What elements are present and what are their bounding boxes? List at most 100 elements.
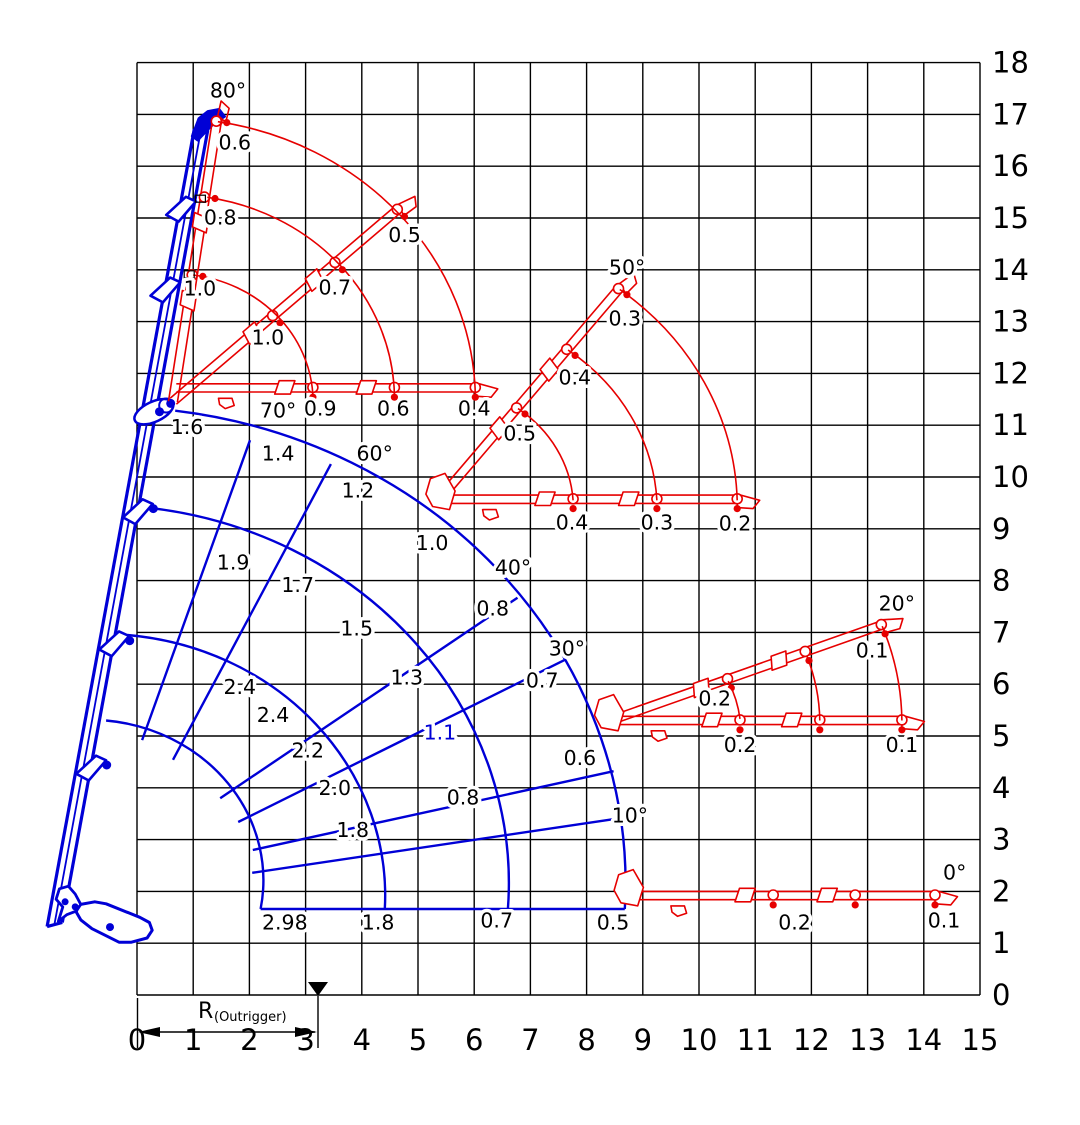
pivot-dot bbox=[155, 407, 164, 417]
jib-chord bbox=[169, 205, 396, 399]
crane-side-view bbox=[45, 107, 226, 944]
jib-chord bbox=[439, 290, 624, 506]
jib-section-flag bbox=[179, 289, 197, 312]
jib-at-horizontal-50group bbox=[425, 472, 761, 521]
outrigger-radius-label: R bbox=[198, 999, 213, 1024]
boom-chord-line bbox=[45, 128, 196, 927]
boom-angle-label: 60° bbox=[357, 442, 393, 466]
jib-section-flag bbox=[770, 650, 788, 672]
x-axis-tick-label: 15 bbox=[962, 1023, 999, 1057]
boom-section-bracket bbox=[121, 498, 154, 526]
x-axis-tick-label: 11 bbox=[737, 1023, 774, 1057]
y-axis-tick-label: 6 bbox=[992, 667, 1010, 701]
pivot-ring bbox=[158, 397, 175, 414]
boom-section-bracket bbox=[164, 195, 198, 223]
axis-labels: 0123456789101112131415012345678910111213… bbox=[128, 46, 1029, 1057]
jib-capacity-label: 0.3 bbox=[608, 306, 641, 330]
capacity-label: 2.2 bbox=[291, 738, 324, 762]
jib-capacity-label: 0.4 bbox=[556, 510, 589, 534]
jib-foot-hook bbox=[481, 508, 500, 521]
capacity-label: 1.2 bbox=[342, 478, 375, 502]
y-axis-tick-label: 14 bbox=[992, 253, 1029, 287]
foot-pivot-dot bbox=[61, 898, 69, 906]
x-axis-tick-label: 5 bbox=[409, 1023, 427, 1057]
jib-tip-path-arc bbox=[193, 274, 314, 396]
value-labels: 1.6 1.4 1.2 1.0 0.8 0.7 0.6 0.5 1.9 1.7 1.5 1.3 1.1 0… bbox=[167, 75, 970, 938]
jib-capacity-label: 0.1 bbox=[856, 638, 889, 662]
jib-section-flag bbox=[355, 379, 378, 395]
capacity-label: 1.6 bbox=[171, 415, 204, 439]
capacity-label: 2.0 bbox=[318, 776, 351, 800]
boom-section-dot bbox=[148, 504, 158, 514]
y-axis-tick-label: 18 bbox=[992, 46, 1029, 80]
jib-tip-sheave bbox=[849, 889, 862, 901]
x-axis-tick-label: 1 bbox=[184, 1023, 202, 1057]
jib-section-flag bbox=[273, 379, 296, 395]
jib-capacity-label: 0.2 bbox=[778, 910, 811, 934]
jib-hook-dot bbox=[309, 393, 317, 401]
boom-angle-label: 10° bbox=[612, 804, 648, 828]
capacity-label: 1.9 bbox=[217, 550, 250, 574]
boom-foot-cap bbox=[46, 920, 63, 929]
jib-at-horizontal-20group bbox=[593, 693, 926, 743]
capacity-label: 1.8 bbox=[336, 818, 369, 842]
boom-angle-label: 70° bbox=[260, 399, 296, 423]
jib-capacity-label: 0.3 bbox=[641, 510, 674, 534]
y-axis-tick-label: 7 bbox=[992, 615, 1010, 649]
capacity-label: 0.7 bbox=[480, 908, 513, 932]
capacity-label: 1.1 bbox=[424, 720, 457, 744]
boom-angle-radial-line-60 bbox=[171, 463, 332, 761]
envelope-stage3-arc bbox=[150, 506, 511, 910]
y-axis-tick-label: 2 bbox=[992, 874, 1010, 908]
jib-hook-dot bbox=[816, 726, 824, 734]
x-axis-tick-label: 8 bbox=[577, 1023, 595, 1057]
y-axis-tick-label: 10 bbox=[992, 460, 1029, 494]
boom-section-dot bbox=[102, 760, 112, 770]
jib-capacity-label: 0.8 bbox=[204, 205, 237, 229]
jib-at-0deg bbox=[613, 868, 959, 918]
boom-section-dot bbox=[125, 636, 135, 646]
boom-angle-radial-line-70 bbox=[140, 439, 252, 741]
x-axis-tick-label: 13 bbox=[849, 1023, 886, 1057]
y-axis-tick-label: 13 bbox=[992, 305, 1029, 339]
y-axis-tick-label: 8 bbox=[992, 564, 1010, 598]
envelope-stage1-arc bbox=[105, 719, 265, 910]
x-axis-tick-label: 6 bbox=[465, 1023, 483, 1057]
capacity-label: 0.6 bbox=[564, 746, 597, 770]
jib-hook-dot bbox=[733, 505, 741, 513]
jib-tip-sheave bbox=[875, 618, 888, 631]
boom-angle-radial-line-15 bbox=[252, 770, 614, 852]
capacity-label: 1.7 bbox=[281, 573, 314, 597]
jib-capacity-label: 0.9 bbox=[304, 396, 337, 420]
y-axis-tick-label: 3 bbox=[992, 823, 1010, 857]
jib-chord bbox=[175, 212, 402, 405]
jib-capacity-label: 0.7 bbox=[318, 275, 351, 299]
jib-tip-cap bbox=[217, 100, 230, 124]
capacity-label: 1.4 bbox=[262, 442, 295, 466]
outrigger-radius-sublabel: (Outrigger) bbox=[214, 1010, 287, 1025]
capacity-label: 2.4 bbox=[257, 703, 290, 727]
jib-section-flag bbox=[692, 677, 710, 699]
jib-capacity-label: 0.4 bbox=[558, 365, 591, 389]
jib-capacity-label: 0.2 bbox=[724, 733, 757, 757]
jib-hook-dot bbox=[653, 505, 661, 513]
capacity-label: 0.8 bbox=[476, 596, 509, 620]
x-axis-tick-label: 9 bbox=[634, 1023, 652, 1057]
y-axis-tick-label: 11 bbox=[992, 408, 1029, 442]
jib-tip-sheave bbox=[799, 645, 812, 658]
jib-chord bbox=[607, 628, 884, 727]
boom-angle-label: 40° bbox=[495, 555, 531, 579]
boom-chord-line bbox=[60, 129, 210, 923]
carrier-dot bbox=[106, 923, 114, 932]
y-axis-tick-label: 16 bbox=[992, 149, 1029, 183]
jib-tip-sheave bbox=[210, 115, 223, 127]
x-axis-tick-label: 2 bbox=[240, 1023, 258, 1057]
jib-chord bbox=[432, 285, 617, 501]
boom-angle-label: 30° bbox=[549, 636, 585, 660]
jib-section-flag bbox=[539, 357, 560, 382]
jib-tip-path-arc bbox=[727, 680, 741, 720]
x-axis-tick-label: 10 bbox=[681, 1023, 718, 1057]
jib-capacity-label: 0.6 bbox=[218, 130, 251, 154]
